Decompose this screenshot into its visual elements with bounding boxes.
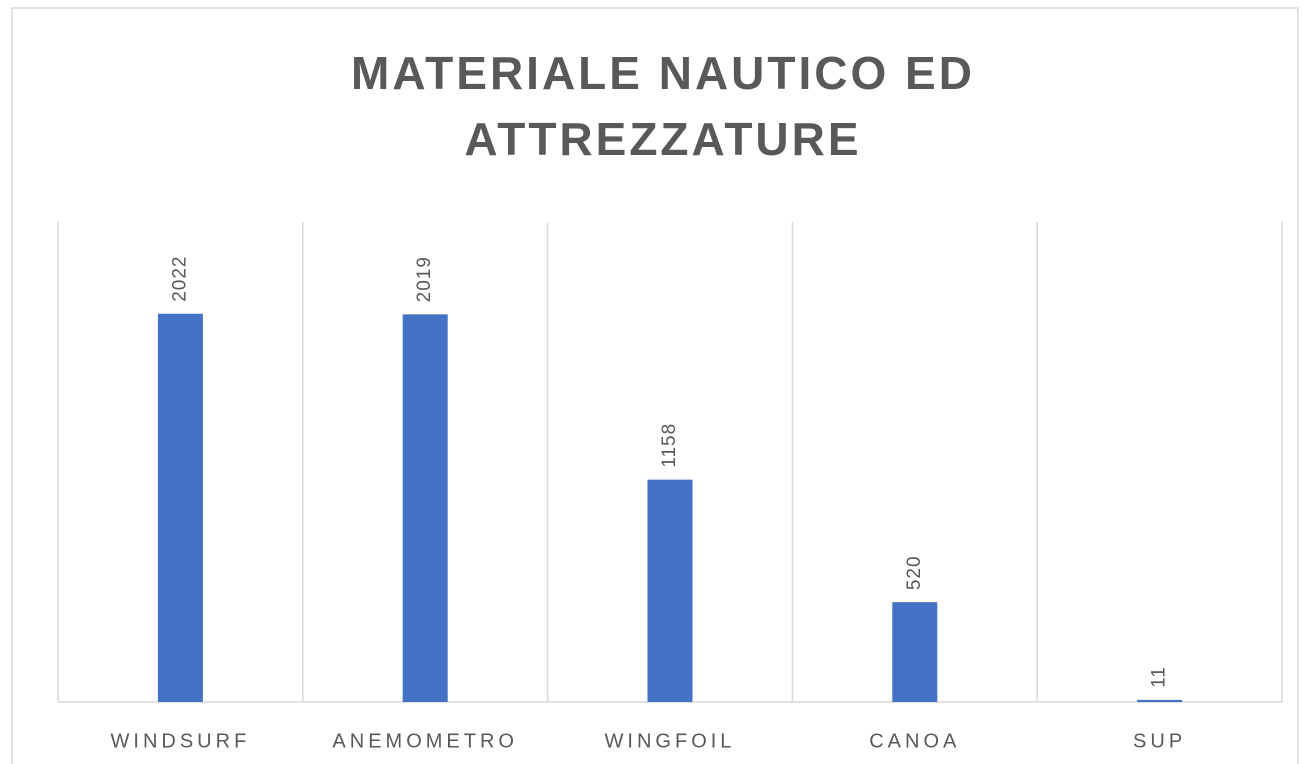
chart-title: MATERIALE NAUTICO ED ATTREZZATURE	[351, 47, 975, 165]
x-tick-label: WINGFOIL	[605, 730, 736, 752]
data-label: 520	[904, 555, 925, 590]
data-label: 2022	[169, 255, 190, 301]
x-tick-label: WINDSURF	[111, 730, 251, 752]
data-label: 2019	[414, 256, 435, 302]
x-tick-label: ANEMOMETRO	[332, 730, 518, 752]
bar	[892, 602, 938, 702]
bar	[402, 314, 448, 702]
data-label: 11	[1149, 666, 1170, 688]
bar	[1137, 699, 1183, 702]
x-tick-label: CANOA	[869, 730, 960, 752]
chart-border	[11, 7, 1299, 764]
bar	[647, 479, 693, 702]
x-tick-label: SUP	[1133, 730, 1186, 752]
data-label: 1158	[659, 423, 680, 468]
bar	[157, 313, 203, 702]
